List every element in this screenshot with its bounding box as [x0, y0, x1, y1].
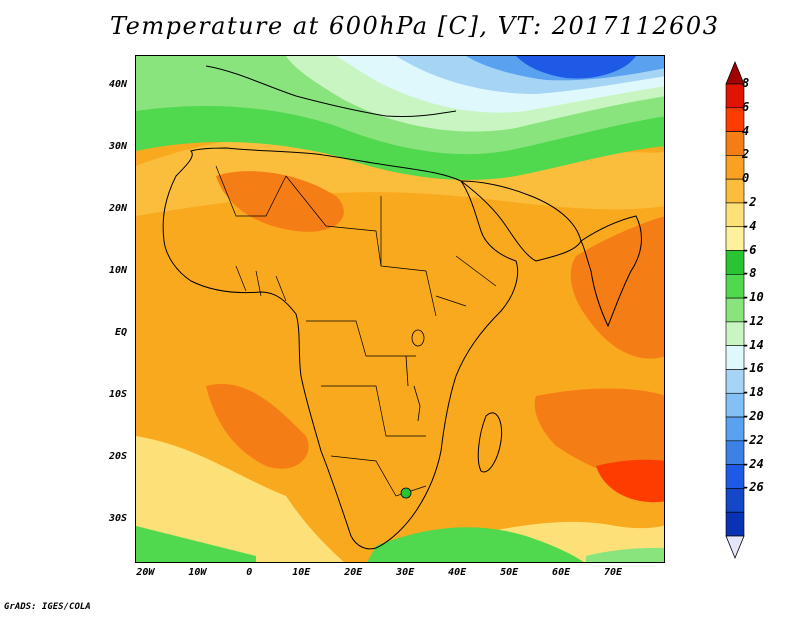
field-green-south	[367, 527, 584, 562]
lon-tick-label: 60E	[552, 567, 571, 578]
field-darkorange-sahara	[216, 171, 344, 232]
colorbar-tick-label: -22	[742, 432, 764, 447]
field-lightgreen-se	[586, 547, 664, 562]
credit-text: GrADS: IGES/COLA	[4, 602, 91, 612]
lon-tick-label: 0	[246, 567, 253, 578]
colorbar-tick-label: -20	[742, 409, 764, 424]
lon-tick-label: 70E	[604, 567, 623, 578]
colorbar-tick-label: 6	[742, 99, 750, 114]
lat-tick-label: 30N	[108, 140, 127, 152]
colorbar-tick-label: 8	[742, 76, 750, 90]
field-darkorange-indianocean	[534, 388, 664, 479]
colorbar-tick-label: -24	[742, 456, 764, 471]
colorbar-tick-label: -10	[742, 290, 764, 305]
lon-tick-label: 10W	[188, 567, 207, 578]
field-darkorange-angola	[206, 384, 309, 469]
lon-tick-label: 30E	[396, 567, 415, 578]
border-sahel	[285, 175, 382, 267]
border-nw	[215, 165, 287, 217]
border-south-central	[321, 385, 426, 437]
colorbar-segment	[725, 511, 745, 537]
border-central	[306, 320, 416, 357]
lat-tick-label: 40N	[108, 78, 127, 90]
lon-tick-label: 10E	[292, 567, 311, 578]
colorbar-tick-label: -16	[742, 361, 764, 376]
field-green-sw	[136, 526, 256, 562]
lake-malawi	[413, 385, 421, 422]
lat-tick-label: EQ	[114, 326, 127, 338]
colorbar-tick-label: -14	[742, 337, 764, 352]
lesotho-patch	[400, 487, 412, 499]
border-hornofafrica	[435, 255, 497, 307]
colorbar-bottom-triangle	[725, 535, 745, 560]
lat-tick-label: 20S	[108, 450, 127, 462]
temperature-map	[135, 55, 665, 563]
border-westafrica	[235, 265, 287, 302]
colorbar-tick-label: -18	[742, 385, 764, 400]
africa-coastline	[162, 147, 519, 550]
colorbar	[725, 60, 745, 560]
colorbar-tick-label: -4	[742, 218, 757, 233]
colorbar-tick-label: -2	[742, 194, 757, 209]
chart-title: Temperature at 600hPa [C], VT: 201711260…	[110, 12, 720, 40]
colorbar-tick-label: -6	[742, 242, 757, 257]
colorbar-tick-label: -12	[742, 313, 764, 328]
field-red-patch	[596, 459, 664, 503]
colorbar-tick-label: 4	[742, 123, 750, 138]
colorbar-tick-label: 0	[742, 171, 750, 186]
lakes	[400, 329, 425, 499]
coastlines	[162, 65, 642, 550]
madagascar-coastline	[477, 412, 503, 473]
field-yellow-sw	[136, 436, 344, 562]
field-darkblue	[516, 56, 636, 79]
lat-tick-label: 10N	[108, 264, 127, 276]
colorbar-tick-label: 2	[742, 147, 750, 162]
lat-tick-label: 30S	[108, 512, 127, 524]
colorbar-tick-label: -8	[742, 266, 757, 281]
lat-tick-label: 20N	[108, 202, 127, 214]
arabia-coastline	[459, 180, 582, 262]
lat-tick-label: 10S	[108, 388, 127, 400]
lake-tanganyika	[405, 355, 409, 387]
mediterranean-north-coast	[205, 65, 457, 118]
border-sudan	[380, 196, 437, 317]
india-coastline	[580, 215, 642, 328]
lon-tick-label: 20W	[136, 567, 155, 578]
country-borders	[215, 165, 497, 497]
field-darkorange-india	[570, 216, 664, 359]
lon-tick-label: 40E	[448, 567, 467, 578]
temperature-field	[136, 56, 664, 562]
lake-victoria	[411, 329, 425, 347]
lon-tick-label: 50E	[500, 567, 519, 578]
lon-tick-label: 20E	[344, 567, 363, 578]
colorbar-tick-label: -26	[742, 480, 764, 495]
